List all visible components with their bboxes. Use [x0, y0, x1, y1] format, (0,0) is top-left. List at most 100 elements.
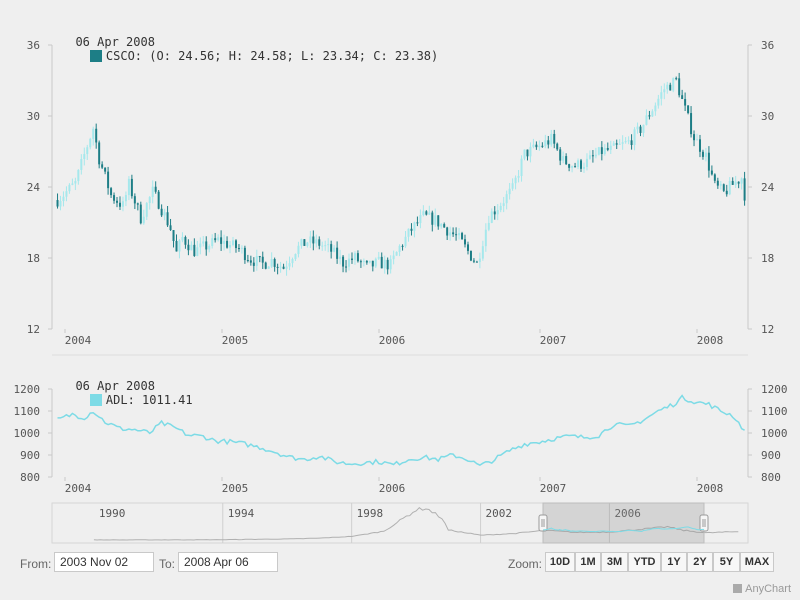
navigator-frame: [51, 502, 749, 544]
price-y-tick-label-left: 36: [27, 39, 40, 52]
candle-body: [690, 113, 693, 135]
candle-body: [508, 188, 511, 195]
candle-body: [484, 229, 487, 247]
candle-body: [116, 200, 119, 203]
candle-body: [740, 178, 743, 184]
candle-body: [255, 256, 258, 266]
candle-body: [577, 160, 580, 167]
candle-body: [267, 266, 270, 269]
price-y-tick-label-left: 24: [27, 181, 41, 194]
candle-body: [669, 84, 672, 91]
anychart-credit[interactable]: AnyChart: [733, 583, 791, 595]
candle-body: [425, 211, 428, 215]
candle-body: [663, 89, 666, 93]
zoom-button-3m[interactable]: 3M: [601, 552, 628, 572]
price-y-tick-label-left: 12: [27, 323, 40, 336]
candle-body: [523, 149, 526, 159]
navigator-right-handle[interactable]: [699, 514, 709, 532]
candle-body: [166, 212, 169, 226]
candle-body: [401, 245, 404, 247]
adl-legend: 06 Apr 2008 ADL: 1011.41: [61, 365, 193, 407]
candle-body: [356, 253, 359, 262]
price-y-tick-label-right: 30: [761, 110, 774, 123]
candle-body: [148, 197, 151, 204]
zoom-button-1y[interactable]: 1Y: [661, 552, 687, 572]
candle-body: [502, 203, 505, 206]
candle-body: [609, 145, 612, 150]
to-date-input[interactable]: 2008 Apr 06: [178, 552, 278, 572]
candle-body: [371, 260, 374, 267]
legend-values: ADL: 1011.41: [105, 393, 193, 407]
zoom-button-10d[interactable]: 10D: [545, 552, 575, 572]
candle-body: [124, 195, 127, 202]
candle-body: [234, 240, 237, 249]
zoom-button-1m[interactable]: 1M: [575, 552, 601, 572]
candle-body: [464, 239, 467, 245]
candle-body: [684, 98, 687, 106]
candle-body: [481, 246, 484, 259]
candle-body: [157, 191, 160, 209]
candle-body: [392, 255, 395, 260]
candle-body: [452, 232, 455, 235]
candle-body: [264, 262, 267, 269]
navigator-x-label: 1998: [357, 507, 384, 520]
candle-body: [342, 256, 345, 267]
candle-body: [98, 142, 101, 165]
candle-body: [728, 180, 731, 195]
candle-body: [315, 239, 318, 244]
adl-line: [57, 394, 745, 467]
candle-body: [499, 205, 502, 211]
candle-body: [469, 250, 472, 261]
navigator-left-handle[interactable]: [538, 514, 548, 532]
candle-body: [136, 203, 139, 205]
candle-body: [734, 181, 737, 185]
candle-body: [621, 142, 624, 144]
from-label: From:: [20, 557, 52, 571]
candle-body: [59, 201, 62, 207]
candle-body: [681, 95, 684, 99]
candle-body: [428, 212, 431, 215]
candle-body: [330, 244, 333, 252]
candle-body: [226, 240, 229, 248]
candle-body: [710, 170, 713, 175]
adl-y-tick-label-left: 1100: [14, 405, 41, 418]
candle-body: [687, 105, 690, 114]
candle-body: [505, 194, 508, 204]
candle-body: [440, 224, 443, 227]
price-x-tick-label: 2004: [65, 334, 92, 347]
candle-body: [163, 212, 166, 216]
adl-x-tick-label: 2005: [222, 482, 249, 495]
candle-body: [716, 180, 719, 186]
from-date-input[interactable]: 2003 Nov 02: [54, 552, 154, 572]
candle-body: [86, 147, 89, 155]
candle-body: [737, 181, 740, 184]
candle-body: [336, 247, 339, 259]
candle-body: [404, 236, 407, 247]
candle-body: [407, 228, 410, 237]
price-y-tick-label-right: 18: [761, 252, 774, 265]
adl-y-tick-label-right: 1000: [761, 427, 788, 440]
candle-body: [297, 245, 300, 255]
candle-body: [416, 222, 419, 224]
navigator-selection-line: [543, 526, 705, 533]
candle-body: [190, 244, 193, 251]
candle-body: [547, 140, 550, 145]
candle-body: [327, 244, 330, 246]
candle-body: [127, 178, 130, 196]
candle-body: [246, 260, 249, 262]
candle-body: [678, 78, 681, 96]
zoom-button-ytd[interactable]: YTD: [628, 552, 661, 572]
zoom-button-5y[interactable]: 5Y: [713, 552, 740, 572]
candle-body: [359, 261, 362, 263]
candle-body: [550, 133, 553, 145]
candle-body: [422, 211, 425, 216]
candle-body: [571, 166, 574, 168]
candle-body: [220, 237, 223, 244]
candle-body: [187, 244, 190, 251]
zoom-button-2y[interactable]: 2Y: [687, 552, 713, 572]
candle-body: [624, 141, 627, 143]
candle-body: [196, 247, 199, 256]
candle-body: [318, 239, 321, 246]
zoom-button-max[interactable]: MAX: [740, 552, 774, 572]
